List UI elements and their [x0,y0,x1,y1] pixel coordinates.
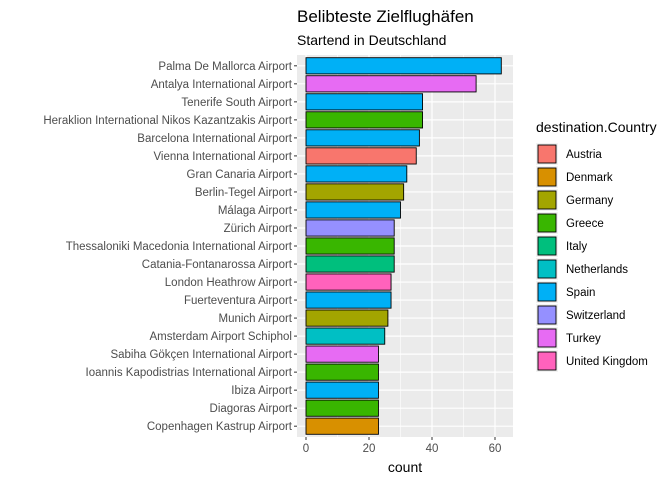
legend: destination.Country Austria Denmark German… [536,119,657,372]
legend-label: United Kingdom [566,356,648,368]
legend-label: Greece [566,218,604,230]
bar [305,219,395,237]
legend-key [537,351,557,371]
bar [305,57,502,75]
y-tick-label: Málaga Airport [218,205,293,217]
y-tick-label: Thessaloniki Macedonia International Air… [66,241,293,253]
bar [305,399,379,417]
legend-title: destination.Country [536,119,657,135]
bar [305,273,392,291]
bar [305,291,392,309]
y-tick-label: London Heathrow Airport [165,277,293,289]
bar [305,309,389,327]
y-tick-label: Copenhagen Kastrup Airport [147,421,293,433]
y-tick-label: Barcelona International Airport [137,133,293,145]
bar [305,345,379,363]
y-tick-label: Diagoras Airport [210,403,293,415]
bar [305,237,395,255]
y-tick-label: Heraklion International Nikos Kazantzaki… [43,115,292,127]
legend-label: Germany [566,195,614,207]
legend-label: Switzerland [566,310,625,322]
bar [305,111,424,129]
legend-key [537,236,557,256]
y-tick-label: Fuerteventura Airport [184,295,293,307]
bar [305,75,477,93]
x-tick-label: 40 [426,443,439,455]
legend-key [537,167,557,187]
legend-key [537,213,557,233]
y-axis: Palma De Mallorca Airport Antalya Interna… [43,61,297,433]
x-tick-label: 0 [303,443,309,455]
y-tick-label: Antalya International Airport [151,79,293,91]
bar [305,129,420,147]
chart-title: Belibteste Zielflughäfen [297,7,474,26]
x-tick-label: 20 [363,443,376,455]
legend-label: Austria [566,149,602,161]
legend-key [537,259,557,279]
bar [305,165,408,183]
legend-label: Netherlands [566,264,628,276]
bar [305,381,379,399]
legend-key [537,305,557,325]
x-axis: 0 20 40 60 [303,437,502,455]
bar [305,201,401,219]
y-tick-label: Gran Canaria Airport [187,169,293,181]
bar [305,255,395,273]
legend-key [537,190,557,210]
bar [305,93,424,111]
bar [305,147,417,165]
y-tick-label: Catania-Fontanarossa Airport [142,259,293,271]
bar [305,363,379,381]
bar [305,183,405,201]
legend-label: Spain [566,287,595,299]
y-tick-label: Zürich Airport [224,223,293,235]
y-tick-label: Ioannis Kapodistrias International Airpo… [86,367,293,379]
x-axis-title: count [388,459,422,475]
y-tick-label: Munich Airport [218,313,292,325]
legend-key [537,328,557,348]
y-tick-label: Berlin-Tegel Airport [195,187,293,199]
y-tick-label: Tenerife South Airport [181,97,292,109]
bar [305,327,386,345]
legend-label: Denmark [566,172,613,184]
y-tick-label: Vienna International Airport [153,151,292,163]
y-tick-label: Palma De Mallorca Airport [158,61,292,73]
legend-label: Italy [566,241,587,253]
legend-label: Turkey [566,333,601,345]
bars [305,57,502,435]
legend-key [537,282,557,302]
legend-key [537,144,557,164]
y-tick-label: Sabiha Gökçen International Airport [110,349,292,361]
bar [305,417,379,435]
y-tick-label: Ibiza Airport [231,385,293,397]
x-tick-label: 60 [489,443,502,455]
y-tick-label: Amsterdam Airport Schiphol [149,331,292,343]
chart-subtitle: Startend in Deutschland [297,32,446,48]
